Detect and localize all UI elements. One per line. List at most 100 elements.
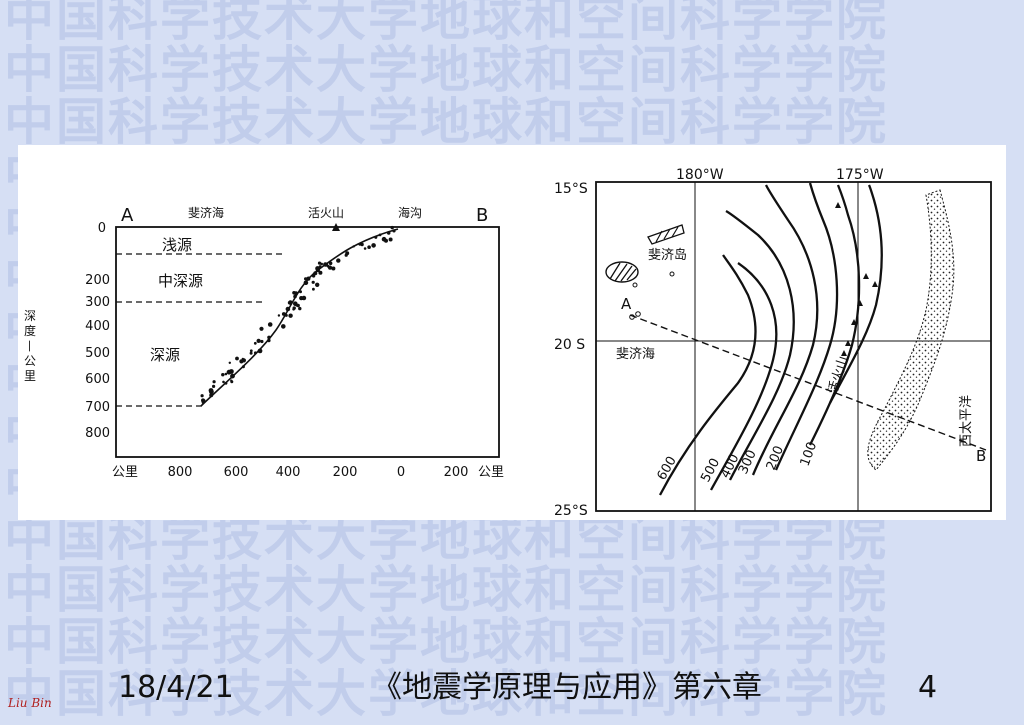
distance-unit-left: 公里 xyxy=(112,465,138,480)
seismic-figure: A 斐济海 活火山 海沟 B 浅源 中深源 深源 0 200 300 400 5… xyxy=(23,167,992,519)
hypocenter-dot xyxy=(235,356,239,361)
hypocenter-dot xyxy=(212,380,216,384)
hypocenter-dot xyxy=(319,271,323,275)
hypocenter-dot xyxy=(388,237,393,242)
depth-axis-title-char: 公 xyxy=(24,354,36,368)
footer-title: 《地震学原理与应用》第六章 xyxy=(372,670,762,705)
distance-tick-200-east: 200 xyxy=(444,465,469,480)
contour-400 xyxy=(725,210,795,481)
hypocenter-dot xyxy=(281,312,286,316)
section-a-label: A xyxy=(621,295,632,313)
contour-600 xyxy=(658,254,757,496)
hypocenter-dot xyxy=(390,225,394,230)
hypocenter-dot xyxy=(358,242,362,246)
hypocenter-dot xyxy=(293,294,297,299)
depth-tick-200: 200 xyxy=(85,273,110,288)
depth-axis-title-char: 度 xyxy=(24,323,36,338)
hypocenter-dot xyxy=(392,229,396,233)
hypocenter-dot xyxy=(317,261,322,265)
hypocenter-dot xyxy=(299,296,304,301)
depth-axis-title-char: — xyxy=(23,340,37,352)
zone-deep-label: 深源 xyxy=(150,346,180,364)
zone-shallow-label: 浅源 xyxy=(162,236,192,254)
depth-tick-0: 0 xyxy=(98,221,106,236)
hypocenter-dot xyxy=(200,394,204,398)
hypocenter-dot xyxy=(363,247,367,250)
depth-tick-300: 300 xyxy=(85,295,110,310)
depth-axis-title: 深度 — 公里 xyxy=(23,309,37,383)
hypocenter-dot xyxy=(209,389,213,393)
section-line xyxy=(629,314,987,451)
hypocenter-dot xyxy=(298,306,302,311)
hypocenter-dot xyxy=(201,401,204,404)
watermark-row: 中国科学技术大学地球和空间科学学院 xyxy=(4,92,888,151)
fiji-island-large-hatch xyxy=(609,262,637,282)
section-a-point-2 xyxy=(635,311,641,317)
hypocenter-dot xyxy=(352,245,355,248)
stippled-ridge xyxy=(867,189,955,471)
hypocenter-dot xyxy=(230,373,235,379)
hypocenter-dot xyxy=(277,314,281,317)
earthquake-hypocenters xyxy=(200,225,396,404)
hypocenter-dot xyxy=(328,261,333,266)
hypocenter-dot xyxy=(287,301,291,305)
hypocenter-dot xyxy=(292,308,295,311)
hypocenter-dot xyxy=(374,235,378,239)
fiji-sea-label: 斐济海 xyxy=(616,347,655,362)
hypocenter-dot xyxy=(257,348,263,354)
hypocenter-dot xyxy=(249,349,253,353)
section-a-point-1 xyxy=(629,314,635,320)
section-b-label: B xyxy=(976,447,986,465)
hypocenter-dot xyxy=(224,372,228,376)
lon-180-label: 180°W xyxy=(676,167,724,183)
hypocenter-dot xyxy=(267,338,271,343)
hypocenter-dot xyxy=(230,379,233,382)
hypocenter-dot xyxy=(259,326,264,331)
contour-label-200: 200 xyxy=(764,444,787,473)
hypocenter-dot xyxy=(311,280,315,284)
hypocenter-dot xyxy=(323,262,328,267)
hypocenter-dot xyxy=(224,381,228,385)
volcano-chain-label: 活火山 xyxy=(826,354,852,396)
hypocenter-dot xyxy=(226,369,232,375)
depth-tick-600: 600 xyxy=(85,372,110,387)
hypocenter-dot xyxy=(312,287,315,291)
hypocenter-dot xyxy=(367,245,371,249)
hypocenter-dot xyxy=(304,277,308,281)
cross-section-frame xyxy=(115,226,500,458)
distance-tick-400: 400 xyxy=(276,465,301,480)
figure-panel: A 斐济海 活火山 海沟 B 浅源 中深源 深源 0 200 300 400 5… xyxy=(18,145,1006,520)
contour-label-300: 300 xyxy=(736,448,760,477)
hypocenter-dot xyxy=(222,380,225,384)
hypocenter-dot xyxy=(345,251,350,256)
depth-tick-500: 500 xyxy=(85,346,110,361)
hypocenter-dot xyxy=(249,351,253,355)
lat-20-label: 20 S xyxy=(554,337,585,353)
fiji-island-label: 斐济岛 xyxy=(648,247,687,263)
hypocenter-dot xyxy=(318,265,322,268)
hypocenter-dot xyxy=(239,359,244,364)
hypocenter-dot xyxy=(299,290,302,294)
depth-tick-700: 700 xyxy=(85,400,110,415)
islet-1 xyxy=(669,271,675,277)
hypocenter-dot xyxy=(313,271,318,276)
islet-2 xyxy=(632,282,638,288)
hypocenter-dot xyxy=(288,313,293,318)
hypocenter-dot xyxy=(212,384,216,388)
cross-section-plot: A 斐济海 活火山 海沟 B 浅源 中深源 深源 0 200 300 400 5… xyxy=(23,205,504,480)
hypocenter-dot xyxy=(267,322,273,327)
contour-label-100: 100 xyxy=(798,440,821,468)
footer-author-signature: Liu Bin xyxy=(8,696,52,710)
hypocenter-dot xyxy=(221,373,225,377)
watermark-row: 中国科学技术大学地球和空间科学学院 xyxy=(4,0,888,47)
hypocenter-dot xyxy=(260,339,264,344)
hypocenter-dot xyxy=(386,231,391,235)
watermark-row: 中国科学技术大学地球和空间科学学院 xyxy=(4,40,888,99)
hypocenter-dot xyxy=(241,365,245,369)
depth-tick-400: 400 xyxy=(85,319,110,334)
zone-intermediate-label: 中深源 xyxy=(158,272,203,290)
hypocenter-dot xyxy=(295,304,299,307)
distance-unit-right: 公里 xyxy=(478,465,504,480)
label-a: A xyxy=(121,205,134,226)
fiji-island-small xyxy=(647,224,685,245)
